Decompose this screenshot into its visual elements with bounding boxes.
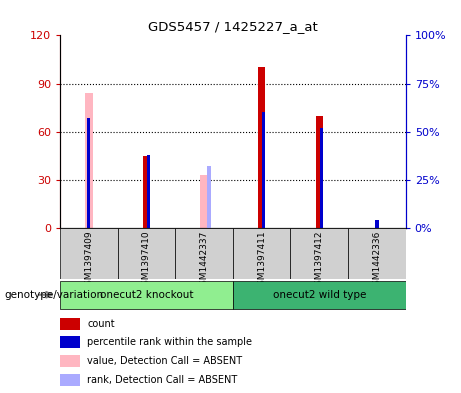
Bar <box>262 112 266 228</box>
Title: GDS5457 / 1425227_a_at: GDS5457 / 1425227_a_at <box>148 20 318 33</box>
Bar <box>258 68 265 228</box>
Text: GSM1397409: GSM1397409 <box>84 230 93 291</box>
Text: GSM1442337: GSM1442337 <box>200 230 208 291</box>
Bar <box>143 156 150 228</box>
FancyBboxPatch shape <box>233 228 290 279</box>
Text: rank, Detection Call = ABSENT: rank, Detection Call = ABSENT <box>88 375 237 385</box>
Text: percentile rank within the sample: percentile rank within the sample <box>88 338 252 347</box>
Bar <box>60 374 79 386</box>
Text: GSM1397412: GSM1397412 <box>315 230 324 291</box>
Bar <box>200 175 208 228</box>
FancyBboxPatch shape <box>118 228 175 279</box>
Text: onecut2 knockout: onecut2 knockout <box>100 290 193 300</box>
FancyBboxPatch shape <box>60 228 118 279</box>
Bar <box>87 118 90 228</box>
Bar <box>60 336 79 348</box>
FancyBboxPatch shape <box>175 228 233 279</box>
FancyBboxPatch shape <box>290 228 348 279</box>
Bar <box>207 166 211 228</box>
Bar <box>375 220 378 228</box>
Bar <box>60 318 79 330</box>
Text: GSM1442336: GSM1442336 <box>372 230 381 291</box>
Text: GSM1397410: GSM1397410 <box>142 230 151 291</box>
Text: GSM1397411: GSM1397411 <box>257 230 266 291</box>
Bar <box>147 155 150 228</box>
FancyBboxPatch shape <box>60 281 233 309</box>
Bar <box>316 116 323 228</box>
Bar <box>319 128 323 228</box>
Text: onecut2 wild type: onecut2 wild type <box>272 290 366 300</box>
Text: genotype/variation: genotype/variation <box>5 290 104 300</box>
Bar <box>60 355 79 367</box>
FancyBboxPatch shape <box>233 281 406 309</box>
FancyBboxPatch shape <box>348 228 406 279</box>
Text: value, Detection Call = ABSENT: value, Detection Call = ABSENT <box>88 356 242 366</box>
Text: count: count <box>88 319 115 329</box>
Bar <box>85 93 93 228</box>
